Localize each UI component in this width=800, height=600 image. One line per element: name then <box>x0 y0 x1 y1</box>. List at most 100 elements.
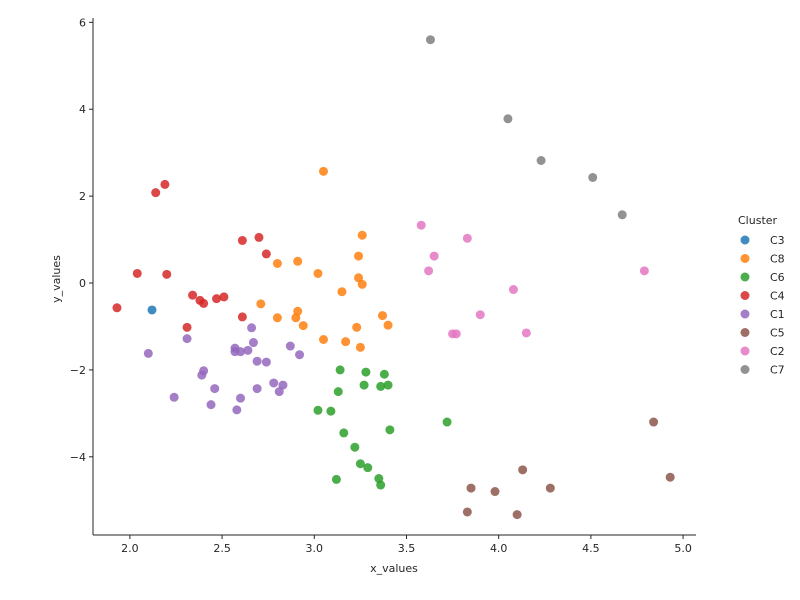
point-c1 <box>243 345 253 355</box>
legend-marker-c7 <box>740 365 750 374</box>
point-c4 <box>212 294 222 304</box>
legend: Cluster C3 C8 C6 C4 C1 C5 C2 C7 <box>738 214 785 377</box>
point-c5 <box>518 465 528 475</box>
point-c1 <box>261 357 271 367</box>
point-c1 <box>232 405 242 415</box>
point-c2 <box>475 310 485 320</box>
point-c6 <box>331 474 341 484</box>
x-tick-label: 2.5 <box>213 542 231 555</box>
point-c2 <box>429 251 439 261</box>
point-c5 <box>462 507 472 517</box>
x-axis-ticks: 2.0 2.5 3.0 3.5 4.0 4.5 5.0 <box>121 535 692 555</box>
point-c7 <box>588 172 598 182</box>
scatter-points <box>112 35 675 520</box>
point-c8 <box>357 230 367 240</box>
point-c2 <box>451 329 461 339</box>
point-c8 <box>272 313 282 323</box>
legend-marker-c3 <box>740 235 750 245</box>
point-c6 <box>379 369 389 379</box>
legend-marker-c8 <box>740 254 750 263</box>
point-c5 <box>665 472 675 482</box>
point-c8 <box>291 313 301 323</box>
point-c5 <box>512 510 522 520</box>
point-c4 <box>199 298 209 308</box>
point-c1 <box>252 356 262 366</box>
point-c3 <box>147 305 157 315</box>
point-c1 <box>197 370 207 380</box>
point-c6 <box>383 380 393 390</box>
point-c8 <box>341 337 351 347</box>
point-c6 <box>442 417 452 427</box>
point-c6 <box>350 442 360 452</box>
point-c8 <box>357 279 367 289</box>
legend-marker-c1 <box>740 309 750 319</box>
legend-label-c2: C2 <box>770 345 785 358</box>
x-tick-label: 4.5 <box>582 542 600 555</box>
point-c6 <box>333 387 343 397</box>
point-c1 <box>278 380 288 390</box>
point-c6 <box>313 405 323 415</box>
y-axis-ticks: −4 −2 0 2 4 6 <box>70 16 93 464</box>
legend-marker-c6 <box>740 272 750 282</box>
point-c4 <box>162 269 172 279</box>
point-c6 <box>335 365 345 375</box>
axes-spines <box>92 18 696 536</box>
point-c1 <box>210 384 220 394</box>
point-c8 <box>354 251 364 261</box>
point-c8 <box>354 273 364 283</box>
x-tick-label: 5.0 <box>674 542 692 555</box>
point-c8 <box>293 256 303 266</box>
x-tick-label: 2.0 <box>121 542 139 555</box>
point-c5 <box>545 483 555 493</box>
y-tick-label: 2 <box>79 190 86 203</box>
point-c2 <box>639 266 649 276</box>
point-c1 <box>236 393 246 403</box>
legend-label-c5: C5 <box>770 327 785 340</box>
legend-label-c6: C6 <box>770 271 785 284</box>
x-tick-label: 4.0 <box>490 542 508 555</box>
point-c7 <box>425 35 435 45</box>
legend-label-c1: C1 <box>770 308 785 321</box>
legend-title: Cluster <box>738 214 778 227</box>
point-c8 <box>319 166 329 176</box>
point-c8 <box>319 334 329 344</box>
point-c1 <box>182 334 192 344</box>
y-tick-label: 6 <box>79 16 86 29</box>
y-tick-label: −2 <box>70 364 86 377</box>
point-c6 <box>376 480 386 490</box>
point-c2 <box>462 233 472 243</box>
point-c7 <box>503 114 513 124</box>
point-c1 <box>236 347 246 357</box>
point-c6 <box>339 428 349 438</box>
point-c8 <box>355 342 365 352</box>
point-c8 <box>256 299 266 309</box>
point-c6 <box>385 425 395 435</box>
point-c6 <box>361 367 371 377</box>
y-tick-label: 0 <box>79 277 86 290</box>
point-c2 <box>424 266 434 276</box>
point-c1 <box>248 338 258 348</box>
point-c6 <box>359 380 369 390</box>
x-tick-label: 3.5 <box>398 542 416 555</box>
point-c2 <box>508 285 518 295</box>
point-c1 <box>269 378 279 388</box>
point-c8 <box>383 320 393 330</box>
x-tick-label: 3.0 <box>306 542 324 555</box>
y-axis-label: y_values <box>50 255 63 303</box>
point-c5 <box>466 483 476 493</box>
point-c2 <box>416 220 426 230</box>
y-tick-label: −4 <box>70 451 86 464</box>
y-tick-label: 4 <box>79 103 86 116</box>
point-c6 <box>355 459 365 469</box>
legend-label-c8: C8 <box>770 253 785 266</box>
point-c4 <box>188 290 198 300</box>
point-c4 <box>219 292 229 302</box>
point-c4 <box>151 188 161 198</box>
point-c8 <box>298 321 308 331</box>
point-c1 <box>247 323 257 333</box>
point-c7 <box>617 210 627 220</box>
point-c4 <box>261 249 271 259</box>
point-c4 <box>237 235 247 245</box>
point-c4 <box>254 232 264 242</box>
